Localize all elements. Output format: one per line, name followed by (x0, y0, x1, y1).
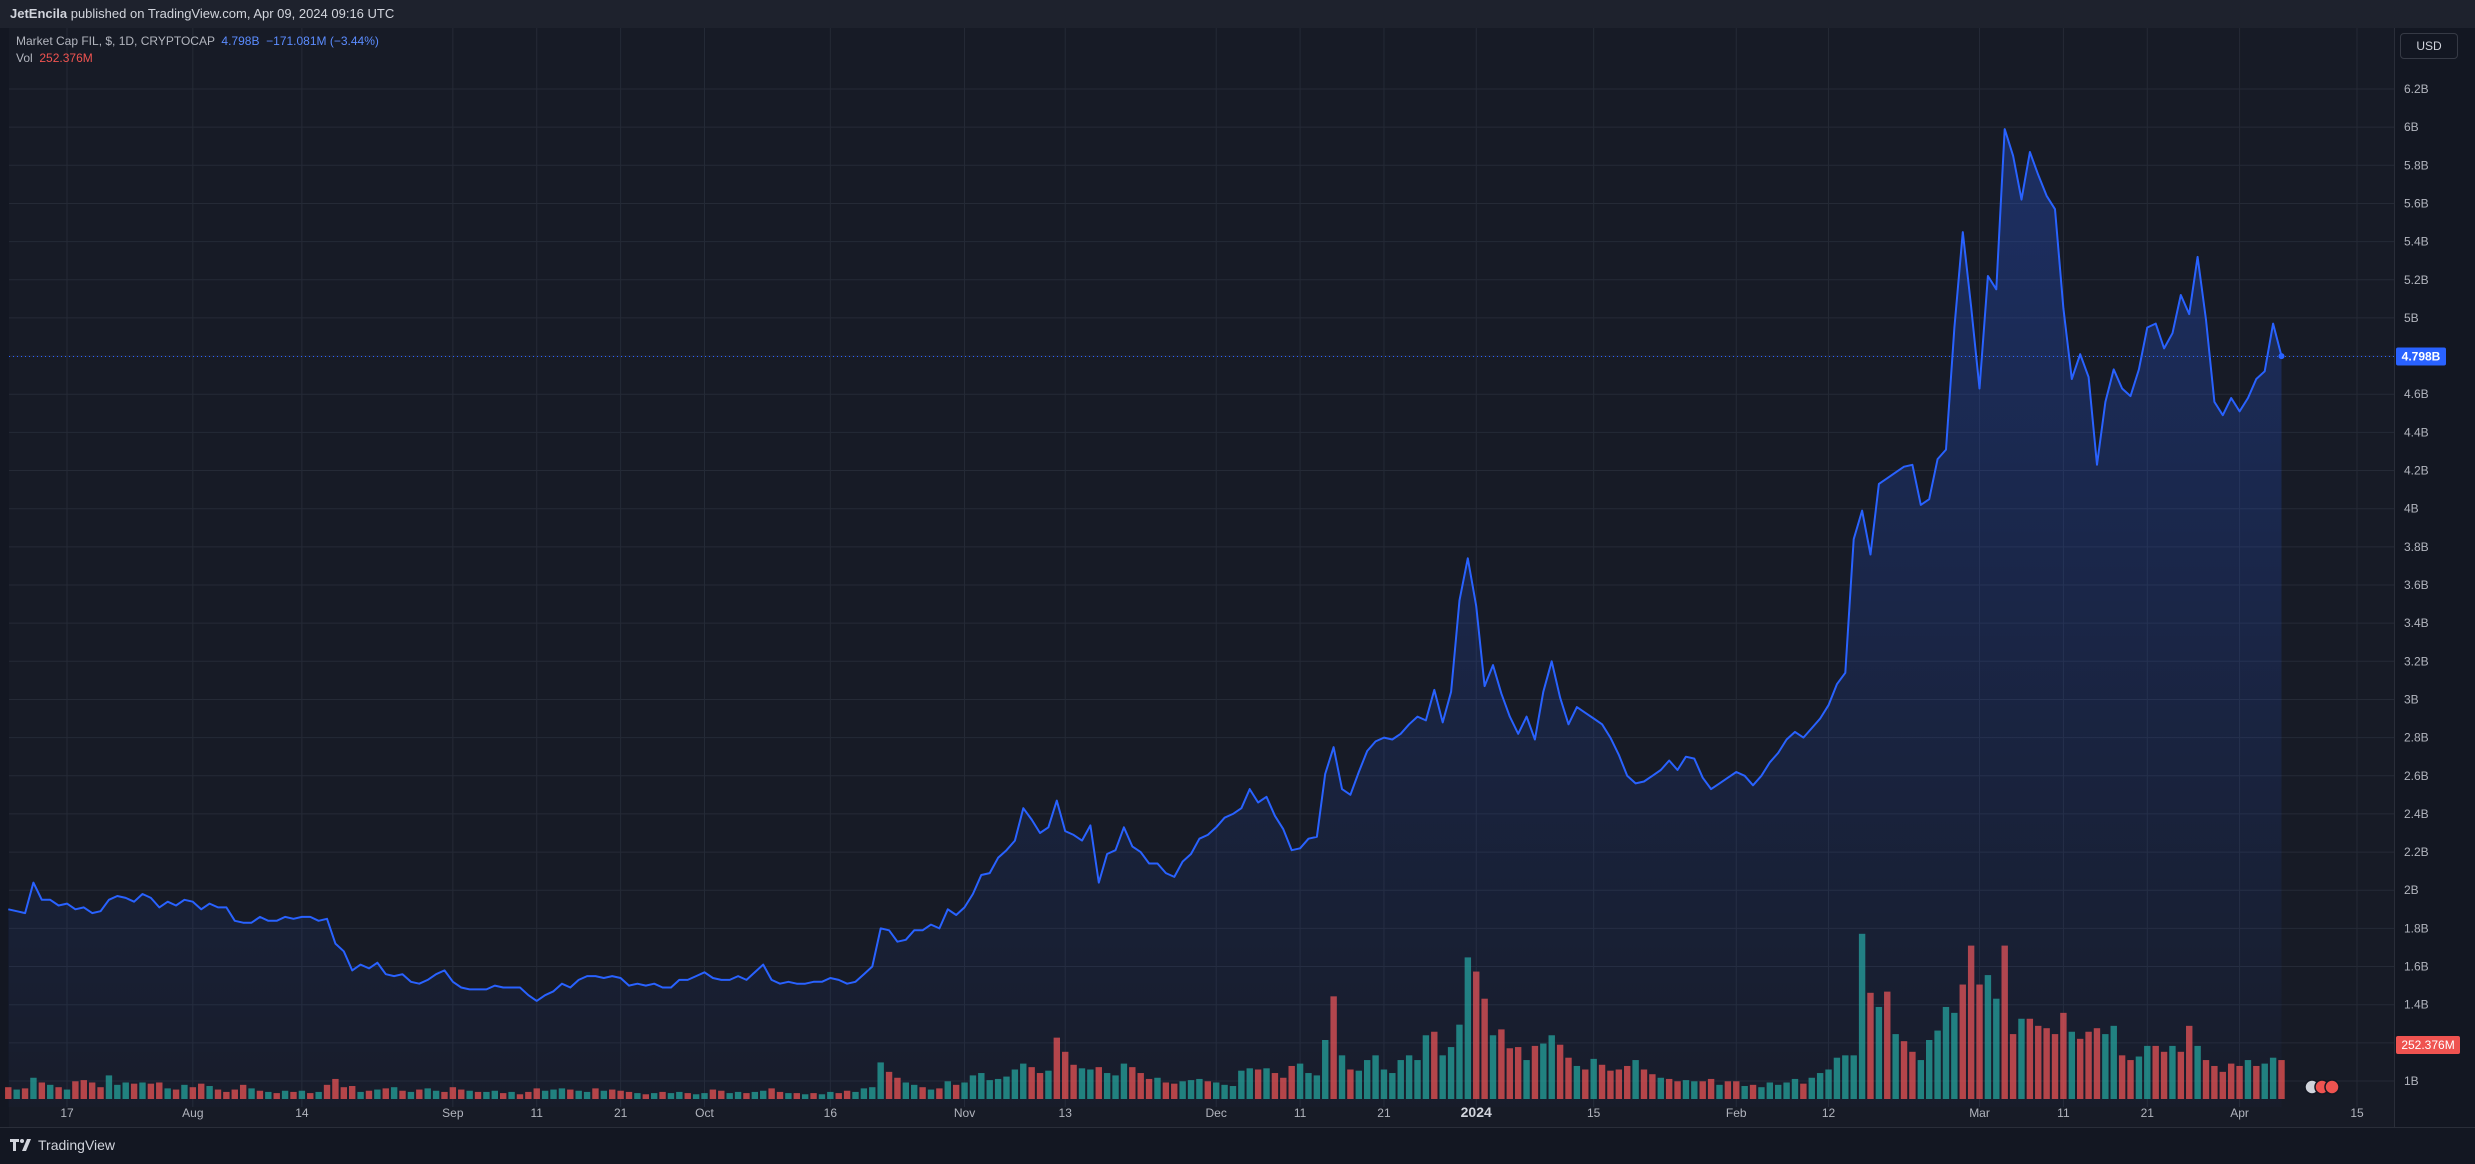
author-name: JetEncila (10, 6, 68, 21)
price-area-layer (8, 128, 2285, 1108)
legend-vol-value: 252.376M (39, 51, 93, 65)
x-tick-label: Feb (1726, 1106, 1747, 1120)
last-volume-tag-label: 252.376M (2401, 1038, 2454, 1052)
y-tick-label: 3.4B (2404, 616, 2429, 630)
price-area-fill (8, 129, 2282, 1108)
x-tick-label: Mar (1969, 1106, 1990, 1120)
publish-info-bar: JetEncila published on TradingView.com, … (0, 0, 2475, 28)
x-tick-label: Apr (2230, 1106, 2249, 1120)
legend-row-main: Market Cap FIL, $, 1D, CRYPTOCAP 4.798B … (16, 33, 379, 50)
footer-brand-text: TradingView (38, 1137, 116, 1153)
y-tick-label: 3.2B (2404, 654, 2429, 668)
x-tick-label: 11 (2057, 1106, 2070, 1120)
legend-vol-label: Vol (16, 51, 33, 65)
y-tick-label: 5.4B (2404, 235, 2429, 249)
tradingview-logo[interactable]: TradingView (10, 1137, 115, 1153)
y-tick-label: 3.8B (2404, 540, 2429, 554)
tradingview-logo-icon (10, 1139, 31, 1151)
y-tick-label: 4.6B (2404, 387, 2429, 401)
legend-row-volume: Vol 252.376M (16, 50, 379, 67)
y-tick-label: 2.6B (2404, 769, 2429, 783)
chart-legend: Market Cap FIL, $, 1D, CRYPTOCAP 4.798B … (16, 33, 379, 67)
event-marker-icon (2324, 1079, 2340, 1095)
published-text: published on TradingView.com, Apr 09, 20… (70, 6, 395, 21)
y-tick-label: 2B (2404, 883, 2419, 897)
y-tick-label: 4.2B (2404, 464, 2429, 478)
x-tick-label: 15 (2350, 1106, 2364, 1120)
x-tick-label: 21 (614, 1106, 628, 1120)
y-tick-label: 3.6B (2404, 578, 2429, 592)
y-tick-label: 4B (2404, 502, 2419, 516)
volume-bar (5, 1087, 12, 1099)
x-tick-label: Oct (695, 1106, 714, 1120)
x-tick-label: 2024 (1461, 1104, 1492, 1120)
x-tick-label: Sep (442, 1106, 464, 1120)
y-tick-label: 6B (2404, 120, 2419, 134)
x-tick-label: 16 (824, 1106, 838, 1120)
x-tick-label: 12 (1822, 1106, 1836, 1120)
last-price-tag (2396, 347, 2446, 366)
y-tick-label: 1.8B (2404, 921, 2429, 935)
volume-bar (2278, 1060, 2285, 1099)
x-tick-label: 17 (60, 1106, 74, 1120)
x-tick-label: 21 (1377, 1106, 1391, 1120)
y-tick-label: 1.6B (2404, 960, 2429, 974)
x-tick-label: 14 (295, 1106, 309, 1120)
x-tick-label: Dec (1206, 1106, 1227, 1120)
price-scale-labels: 1B1.2B1.4B1.6B1.8B2B2.2B2.4B2.6B2.8B3B3.… (2404, 82, 2429, 1088)
y-tick-label: 5B (2404, 311, 2419, 325)
x-tick-label: Nov (954, 1106, 975, 1120)
last-volume-tag (2396, 1036, 2460, 1054)
y-tick-label: 1.4B (2404, 998, 2429, 1012)
x-tick-label: 11 (531, 1106, 544, 1120)
legend-symbol: Market Cap FIL, $, 1D, CRYPTOCAP (16, 34, 215, 48)
y-tick-label: 5.6B (2404, 196, 2429, 210)
last-price-tag-label: 4.798B (2402, 349, 2441, 363)
y-tick-label: 2.4B (2404, 807, 2429, 821)
y-tick-label: 3B (2404, 692, 2419, 706)
y-tick-label: 2.8B (2404, 731, 2429, 745)
y-tick-label: 1B (2404, 1074, 2419, 1088)
x-tick-label: 11 (1294, 1106, 1307, 1120)
footer-bar: TradingView (0, 1127, 2475, 1164)
x-tick-label: 13 (1059, 1106, 1073, 1120)
last-value-tags: 4.798B 252.376M (9, 347, 2460, 1095)
y-tick-label: 6.2B (2404, 82, 2429, 96)
price-axis-panel[interactable] (2394, 28, 2475, 1127)
y-tick-label: 5.2B (2404, 273, 2429, 287)
y-tick-label: 2.2B (2404, 845, 2429, 859)
price-line (8, 128, 2283, 1002)
x-tick-label: 15 (1587, 1106, 1601, 1120)
legend-change: −171.081M (−3.44%) (266, 34, 379, 48)
y-tick-label: 5.8B (2404, 158, 2429, 172)
y-tick-label: 4.4B (2404, 425, 2429, 439)
currency-button[interactable]: USD (2400, 33, 2458, 59)
x-tick-label: Aug (182, 1106, 203, 1120)
x-tick-label: 21 (2141, 1106, 2155, 1120)
legend-last-value: 4.798B (221, 34, 260, 48)
time-scale-labels: 17 Aug 14 Sep 11 21 Oct 16 Nov 13 Dec 11 21 2024 15 Feb… (60, 1104, 2364, 1120)
